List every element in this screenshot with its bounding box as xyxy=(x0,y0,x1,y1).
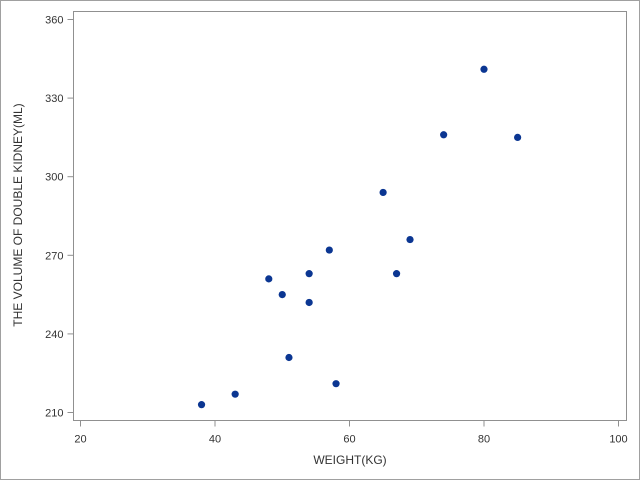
x-tick-label: 60 xyxy=(343,434,355,446)
point xyxy=(440,131,448,139)
x-tick-label: 40 xyxy=(209,434,221,446)
plot-frame xyxy=(73,11,627,421)
y-tick-label: 210 xyxy=(45,408,63,420)
point xyxy=(406,235,414,244)
point xyxy=(305,298,313,307)
y-tick-label: 240 xyxy=(45,329,63,341)
point xyxy=(305,270,313,278)
point xyxy=(480,65,488,73)
point xyxy=(265,275,273,283)
point xyxy=(392,270,401,278)
x-tick-label: 80 xyxy=(478,434,490,446)
y-tick-label: 360 xyxy=(45,14,63,26)
x-axis-label: WEIGHT(KG) xyxy=(313,453,386,467)
point xyxy=(278,291,286,299)
y-tick-label: 300 xyxy=(45,172,63,184)
y-tick-label: 270 xyxy=(45,250,63,262)
y-tick-label: 330 xyxy=(45,93,63,105)
y-axis-label: THE VOLUME OF DOUBLE KIDNEY(ML) xyxy=(11,103,25,326)
x-tick-label: 100 xyxy=(609,434,627,446)
point xyxy=(514,133,522,141)
point xyxy=(197,401,206,409)
point xyxy=(332,380,340,388)
point xyxy=(379,188,387,197)
x-tick-label: 20 xyxy=(74,434,86,446)
point xyxy=(285,353,293,362)
point xyxy=(325,246,333,254)
point xyxy=(231,390,239,398)
